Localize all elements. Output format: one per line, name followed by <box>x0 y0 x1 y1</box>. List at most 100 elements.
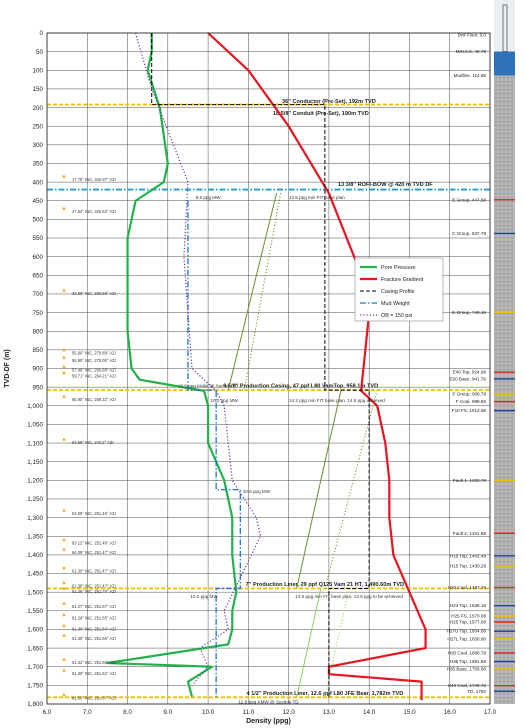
strip-texture <box>499 337 501 339</box>
strip-texture <box>511 241 513 243</box>
plot-frame <box>46 32 491 705</box>
strip-texture <box>507 425 509 427</box>
strip-texture <box>507 125 509 127</box>
y-tick-label: 800 <box>32 328 43 335</box>
strip-texture <box>503 569 505 571</box>
strip-texture <box>503 525 505 527</box>
strip-texture <box>511 85 513 87</box>
strip-texture <box>503 357 505 359</box>
strip-texture <box>503 173 505 175</box>
strip-texture <box>511 177 513 179</box>
strip-texture <box>511 425 513 427</box>
strip-texture <box>495 425 497 427</box>
rig-derrick <box>502 4 508 52</box>
strip-texture <box>503 449 505 451</box>
strip-texture <box>495 105 497 107</box>
strip-texture <box>495 633 497 635</box>
strip-texture <box>499 569 501 571</box>
strip-texture <box>499 517 501 519</box>
strip-texture <box>507 693 509 695</box>
strip-texture <box>507 677 509 679</box>
strip-texture <box>499 637 501 639</box>
strip-texture <box>499 153 501 155</box>
strip-texture <box>511 577 513 579</box>
formation-top-label: H35 Base, 1709.88 <box>447 666 487 671</box>
strip-texture <box>511 209 513 211</box>
strip-texture <box>503 229 505 231</box>
strip-texture <box>507 221 509 223</box>
y-tick-label: 1,500 <box>27 589 43 596</box>
strip-texture <box>503 517 505 519</box>
annotation-label: 14.2 ppg min FIT base plan, 14.5 ppg ach… <box>289 398 385 403</box>
formation-top-label: MSL/LS, 49.78 <box>456 49 487 54</box>
strip-texture <box>495 465 497 467</box>
strip-texture <box>495 85 497 87</box>
strip-texture <box>507 593 509 595</box>
x-tick-label: 13.0 <box>323 709 336 716</box>
strip-texture <box>499 553 501 555</box>
strip-texture <box>511 325 513 327</box>
strip-texture <box>495 297 497 299</box>
strip-texture <box>507 321 509 323</box>
strip-texture <box>507 281 509 283</box>
strip-texture <box>511 449 513 451</box>
strip-texture <box>511 397 513 399</box>
strip-texture <box>507 197 509 199</box>
strip-texture <box>507 149 509 151</box>
strip-texture <box>495 185 497 187</box>
strip-texture <box>507 417 509 419</box>
strip-texture <box>503 657 505 659</box>
strip-texture <box>495 489 497 491</box>
strip-texture <box>511 229 513 231</box>
strip-texture <box>495 421 497 423</box>
strip-texture <box>495 277 497 279</box>
strip-texture <box>507 485 509 487</box>
strip-texture <box>495 257 497 259</box>
strip-texture <box>499 161 501 163</box>
formation-top-label: H20 Coal, 1487.76 <box>448 585 487 590</box>
strip-texture <box>503 513 505 515</box>
strip-texture <box>507 109 509 111</box>
strip-texture <box>503 257 505 259</box>
strip-texture <box>495 529 497 531</box>
grid <box>46 32 491 705</box>
inclination-marker: ✶ <box>61 507 67 515</box>
strip-texture <box>503 133 505 135</box>
strip-texture <box>495 561 497 563</box>
strip-texture <box>507 465 509 467</box>
strip-texture <box>511 597 513 599</box>
inclination-marker: ✶ <box>61 347 67 355</box>
strip-texture <box>507 585 509 587</box>
annotation-label: 9.5 ppg MW <box>196 195 221 200</box>
strip-texture <box>511 261 513 263</box>
strip-texture <box>495 437 497 439</box>
strip-texture <box>495 265 497 267</box>
inclination-marker: ✶ <box>61 656 67 664</box>
strip-texture <box>499 461 501 463</box>
strip-texture <box>507 193 509 195</box>
strip-texture <box>499 125 501 127</box>
strip-texture <box>495 513 497 515</box>
strip-texture <box>495 117 497 119</box>
strip-texture <box>511 141 513 143</box>
strip-texture <box>503 677 505 679</box>
y-tick-label: 450 <box>32 198 43 205</box>
strip-texture <box>511 317 513 319</box>
strip-texture <box>511 601 513 603</box>
strip-texture <box>503 637 505 639</box>
strip-texture <box>507 557 509 559</box>
strip-texture <box>499 357 501 359</box>
strip-texture <box>499 85 501 87</box>
strip-texture <box>495 649 497 651</box>
strip-texture <box>507 617 509 619</box>
strip-texture <box>511 185 513 187</box>
strip-texture <box>495 173 497 175</box>
strip-texture <box>499 417 501 419</box>
strip-texture <box>499 213 501 215</box>
inclination-label: 57.46° INC, 266.89° AZI <box>72 367 116 372</box>
strip-texture <box>511 161 513 163</box>
strip-texture <box>507 469 509 471</box>
strip-texture <box>503 241 505 243</box>
strip-texture <box>503 329 505 331</box>
strip-texture <box>495 537 497 539</box>
